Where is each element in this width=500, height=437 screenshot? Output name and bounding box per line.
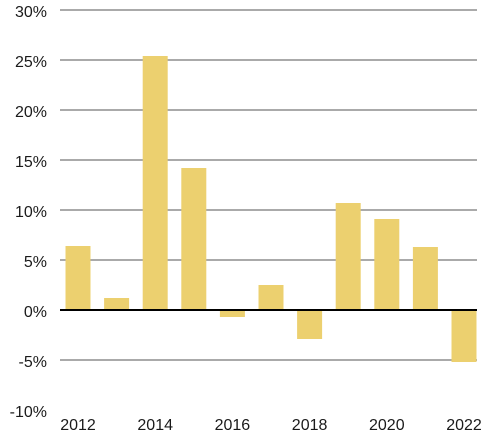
- y-tick-label: 20%: [15, 104, 47, 121]
- bars: [65, 56, 477, 362]
- x-tick-label: 2020: [369, 417, 405, 434]
- y-tick-label: 5%: [24, 254, 47, 271]
- bar-2020: [374, 219, 400, 310]
- bar-2016: [219, 310, 245, 317]
- x-tick-label: 2022: [446, 417, 482, 434]
- x-tick-label: 2014: [137, 417, 173, 434]
- bar-2012: [65, 246, 91, 310]
- y-tick-label: -5%: [19, 354, 47, 371]
- bar-2015: [181, 168, 207, 310]
- x-tick-label: 2012: [60, 417, 96, 434]
- x-tick-label: 2018: [292, 417, 328, 434]
- x-tick-labels: 2012 2014 2016 2018 2020 2022: [60, 417, 482, 434]
- bar-2014: [142, 56, 168, 310]
- bar-2022: [451, 310, 477, 362]
- y-tick-label: 30%: [15, 4, 47, 21]
- bar-2017: [258, 285, 284, 310]
- bar-2018: [297, 310, 323, 339]
- y-tick-labels: 30% 25% 20% 15% 10% 5% 0% -5% -10%: [10, 4, 47, 421]
- y-tick-label: 25%: [15, 54, 47, 71]
- bar-2019: [335, 203, 361, 310]
- bar-2013: [104, 298, 130, 310]
- bar-2021: [412, 247, 438, 310]
- y-tick-label: 0%: [24, 304, 47, 321]
- y-tick-label: 15%: [15, 154, 47, 171]
- y-tick-label: 10%: [15, 204, 47, 221]
- x-tick-label: 2016: [215, 417, 251, 434]
- y-tick-label: -10%: [10, 404, 47, 421]
- grid-lines: [60, 9, 477, 361]
